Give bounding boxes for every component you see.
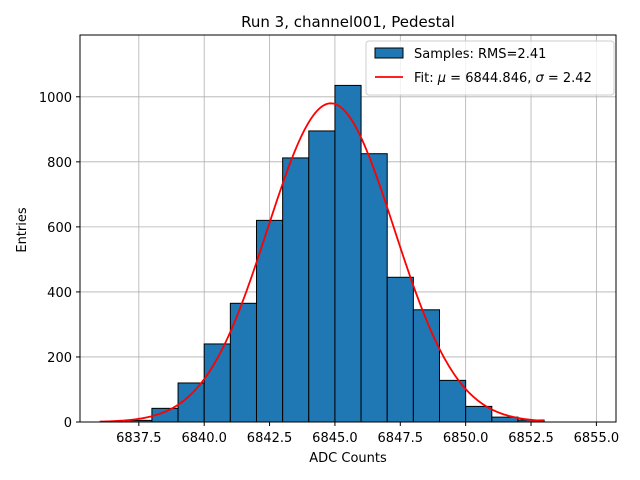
histogram-bar xyxy=(386,276,414,423)
y-tick-label: 800 xyxy=(47,156,72,171)
histogram-bar xyxy=(360,153,388,423)
x-tick-label: 6842.5 xyxy=(247,431,293,446)
y-axis-label: Entries xyxy=(15,207,30,253)
x-tick-label: 6837.5 xyxy=(116,431,162,446)
legend-box xyxy=(365,40,615,96)
legend-fit-prefix: Fit: xyxy=(414,71,438,86)
legend-fit-mu-symbol: μ xyxy=(437,71,446,86)
legend-fit-sigma-text: = 2.42 xyxy=(544,71,592,86)
histogram-bar xyxy=(308,130,336,423)
y-tick-label: 1000 xyxy=(39,91,72,106)
fit-curve xyxy=(99,102,545,423)
y-tick-label: 400 xyxy=(47,286,72,301)
histogram-bars xyxy=(125,84,545,423)
x-tick-label: 6840.0 xyxy=(181,431,227,446)
x-tick-label: 6847.5 xyxy=(378,431,424,446)
legend: Samples: RMS=2.41 Fit: μ = 6844.846, σ =… xyxy=(365,40,615,96)
histogram-bar xyxy=(412,309,441,423)
legend-samples-label: Samples: RMS=2.41 xyxy=(414,47,546,62)
x-tick-label: 6845.0 xyxy=(312,431,358,446)
legend-samples-swatch xyxy=(374,47,404,59)
histogram-bar xyxy=(203,343,231,423)
x-tick-label: 6852.5 xyxy=(508,431,554,446)
histogram-bar xyxy=(334,84,362,423)
x-tick-label: 6855.0 xyxy=(574,431,620,446)
y-tick-label: 200 xyxy=(47,351,72,366)
x-axis-ticks: 6837.5 6840.0 6842.5 6845.0 6847.5 6850.0 6852… xyxy=(116,422,619,446)
x-axis-label: ADC Counts xyxy=(309,451,387,466)
histogram-bar xyxy=(255,219,284,423)
plot-frame xyxy=(79,34,617,423)
legend-fit-sigma-symbol: σ xyxy=(536,71,545,86)
histogram-bar xyxy=(465,405,493,423)
y-tick-label: 600 xyxy=(47,221,72,236)
legend-fit-mu-text: = 6844.846, xyxy=(446,71,535,86)
chart-title: Run 3, channel001, Pedestal xyxy=(241,13,455,31)
x-tick-label: 6850.0 xyxy=(443,431,489,446)
histogram-bar xyxy=(282,157,310,423)
fit-curve-group xyxy=(99,102,545,423)
y-axis-ticks: 0 200 400 600 800 1000 xyxy=(39,91,80,431)
y-tick-label: 0 xyxy=(64,416,72,431)
legend-fit-label: Fit: μ = 6844.846, σ = 2.42 xyxy=(414,71,592,86)
histogram-bar xyxy=(439,379,467,423)
